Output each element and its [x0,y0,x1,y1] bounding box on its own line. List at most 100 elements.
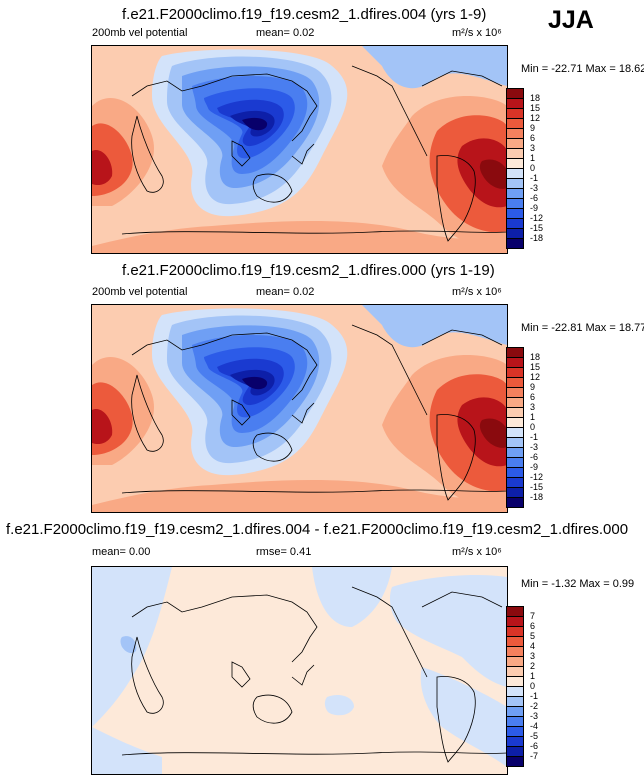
panel-3-map [91,566,508,775]
colorbar-tick-label: 6 [530,392,536,402]
colorbar-tick-label: 3 [530,402,536,412]
colorbar-swatch [506,696,524,706]
colorbar-tick-label: -9 [530,203,539,213]
colorbar-tick-label: -15 [530,223,544,233]
colorbar-swatch [506,666,524,676]
colorbar-tick-label: -1 [530,691,539,701]
panel-1-minmax-label: Min = -22.71 Max = 18.62 [521,63,644,75]
colorbar-swatch [506,646,524,656]
colorbar-tick-label: 12 [530,372,541,382]
panel-1-contour-map [92,46,507,253]
panel-3-rmse-label: rmse= 0.41 [256,546,312,558]
colorbar-tick-label: 15 [530,103,541,113]
panel-3-contour-map [92,567,507,774]
colorbar-swatch [506,487,524,497]
colorbar-swatch [506,437,524,447]
panel-1-map [91,45,508,254]
colorbar-tick-label: -9 [530,462,539,472]
colorbar-tick-label: -18 [530,233,544,243]
colorbar-tick-label: -6 [530,741,539,751]
colorbar-swatch [506,686,524,696]
colorbar-swatch [506,208,524,218]
colorbar-tick-label: 4 [530,641,536,651]
panel-2-map [91,304,508,513]
colorbar-swatch [506,726,524,736]
panel-3-title: f.e21.F2000climo.f19_f19.cesm2_1.dfires.… [6,521,629,538]
colorbar-swatch [506,118,524,128]
panel-2-variable-label: 200mb vel potential [92,286,188,298]
colorbar-tick-label: -18 [530,492,544,502]
colorbar-swatch [506,636,524,646]
panel-1-units-label: m²/s x 10⁶ [452,27,502,39]
colorbar-tick-label: 6 [530,621,536,631]
colorbar-tick-label: -3 [530,183,539,193]
colorbar-swatch [506,98,524,108]
colorbar-swatch [506,108,524,118]
colorbar-swatch [506,387,524,397]
colorbar-tick-label: 12 [530,113,541,123]
colorbar-swatch [506,676,524,686]
colorbar-swatch [506,347,524,357]
colorbar-swatch [506,427,524,437]
colorbar-tick-label: -6 [530,193,539,203]
colorbar-tick-label: 0 [530,422,536,432]
colorbar-tick-label: 15 [530,362,541,372]
panel-2-units-label: m²/s x 10⁶ [452,286,502,298]
colorbar-swatch [506,178,524,188]
colorbar-swatch [506,397,524,407]
colorbar-swatch [506,168,524,178]
panel-2-minmax-label: Min = -22.81 Max = 18.77 [521,322,644,334]
colorbar-tick-label: 1 [530,153,536,163]
colorbar-tick-label: 2 [530,661,536,671]
colorbar-swatch [506,746,524,756]
colorbar-swatch [506,188,524,198]
colorbar-swatch [506,218,524,228]
colorbar-swatch [506,447,524,457]
colorbar-swatch [506,228,524,238]
colorbar-tick-label: 9 [530,123,536,133]
colorbar-swatch [506,467,524,477]
colorbar-tick-label: 3 [530,143,536,153]
colorbar-swatch [506,736,524,746]
colorbar-tick-label: -3 [530,442,539,452]
colorbar-tick-label: -12 [530,213,544,223]
colorbar-tick-label: -12 [530,472,544,482]
panel-1-variable-label: 200mb vel potential [92,27,188,39]
panel-3-mean-label: mean= 0.00 [92,546,151,558]
colorbar-swatch [506,716,524,726]
colorbar-swatch [506,158,524,168]
colorbar-tick-label: -2 [530,701,539,711]
colorbar-swatch [506,616,524,626]
colorbar-tick-label: -1 [530,432,539,442]
colorbar-swatch [506,357,524,367]
colorbar-tick-label: 7 [530,611,536,621]
colorbar-swatch [506,656,524,666]
colorbar-swatch [506,407,524,417]
colorbar-tick-label: -7 [530,751,539,761]
colorbar-swatch [506,706,524,716]
colorbar-swatch [506,128,524,138]
colorbar-tick-label: 6 [530,133,536,143]
colorbar-swatch [506,417,524,427]
colorbar-tick-label: 9 [530,382,536,392]
colorbar-tick-label: -15 [530,482,544,492]
colorbar-swatch [506,606,524,616]
colorbar-swatch [506,377,524,387]
panel-3-units-label: m²/s x 10⁶ [452,546,502,558]
colorbar-swatch [506,367,524,377]
colorbar-tick-label: 18 [530,93,541,103]
panel-2-contour-map [92,305,507,512]
colorbar-tick-label: 0 [530,163,536,173]
panel-1-mean-label: mean= 0.02 [256,27,315,39]
panel-2-mean-label: mean= 0.02 [256,286,315,298]
colorbar-tick-label: -6 [530,452,539,462]
colorbar-tick-label: 1 [530,412,536,422]
colorbar-swatch [506,457,524,467]
colorbar-tick-label: 1 [530,671,536,681]
panel-2-title: f.e21.F2000climo.f19_f19.cesm2_1.dfires.… [122,262,495,279]
season-label: JJA [548,6,594,34]
colorbar-swatch [506,477,524,487]
colorbar-swatch [506,238,524,248]
colorbar-swatch [506,497,524,507]
colorbar-swatch [506,148,524,158]
